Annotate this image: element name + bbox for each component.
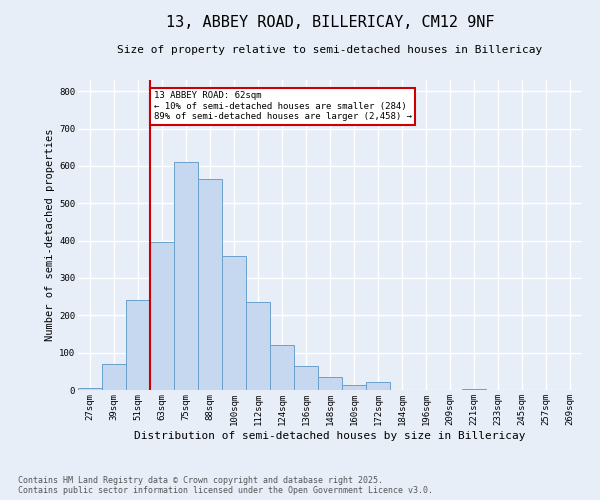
Bar bbox=[246, 302, 270, 390]
Bar bbox=[366, 382, 390, 390]
Text: 13, ABBEY ROAD, BILLERICAY, CM12 9NF: 13, ABBEY ROAD, BILLERICAY, CM12 9NF bbox=[166, 15, 494, 30]
Bar bbox=[294, 366, 318, 390]
Bar bbox=[462, 389, 486, 390]
Text: Size of property relative to semi-detached houses in Billericay: Size of property relative to semi-detach… bbox=[118, 45, 542, 55]
Bar bbox=[318, 377, 342, 390]
Bar bbox=[102, 364, 126, 390]
Text: Contains HM Land Registry data © Crown copyright and database right 2025.
Contai: Contains HM Land Registry data © Crown c… bbox=[18, 476, 433, 495]
Bar bbox=[150, 242, 174, 390]
Bar bbox=[174, 162, 198, 390]
X-axis label: Distribution of semi-detached houses by size in Billericay: Distribution of semi-detached houses by … bbox=[134, 430, 526, 440]
Bar bbox=[270, 345, 294, 390]
Bar bbox=[198, 179, 222, 390]
Bar bbox=[342, 385, 366, 390]
Text: 13 ABBEY ROAD: 62sqm
← 10% of semi-detached houses are smaller (284)
89% of semi: 13 ABBEY ROAD: 62sqm ← 10% of semi-detac… bbox=[154, 91, 412, 121]
Bar bbox=[78, 388, 102, 390]
Bar bbox=[126, 300, 150, 390]
Y-axis label: Number of semi-detached properties: Number of semi-detached properties bbox=[45, 128, 55, 341]
Bar bbox=[222, 256, 246, 390]
